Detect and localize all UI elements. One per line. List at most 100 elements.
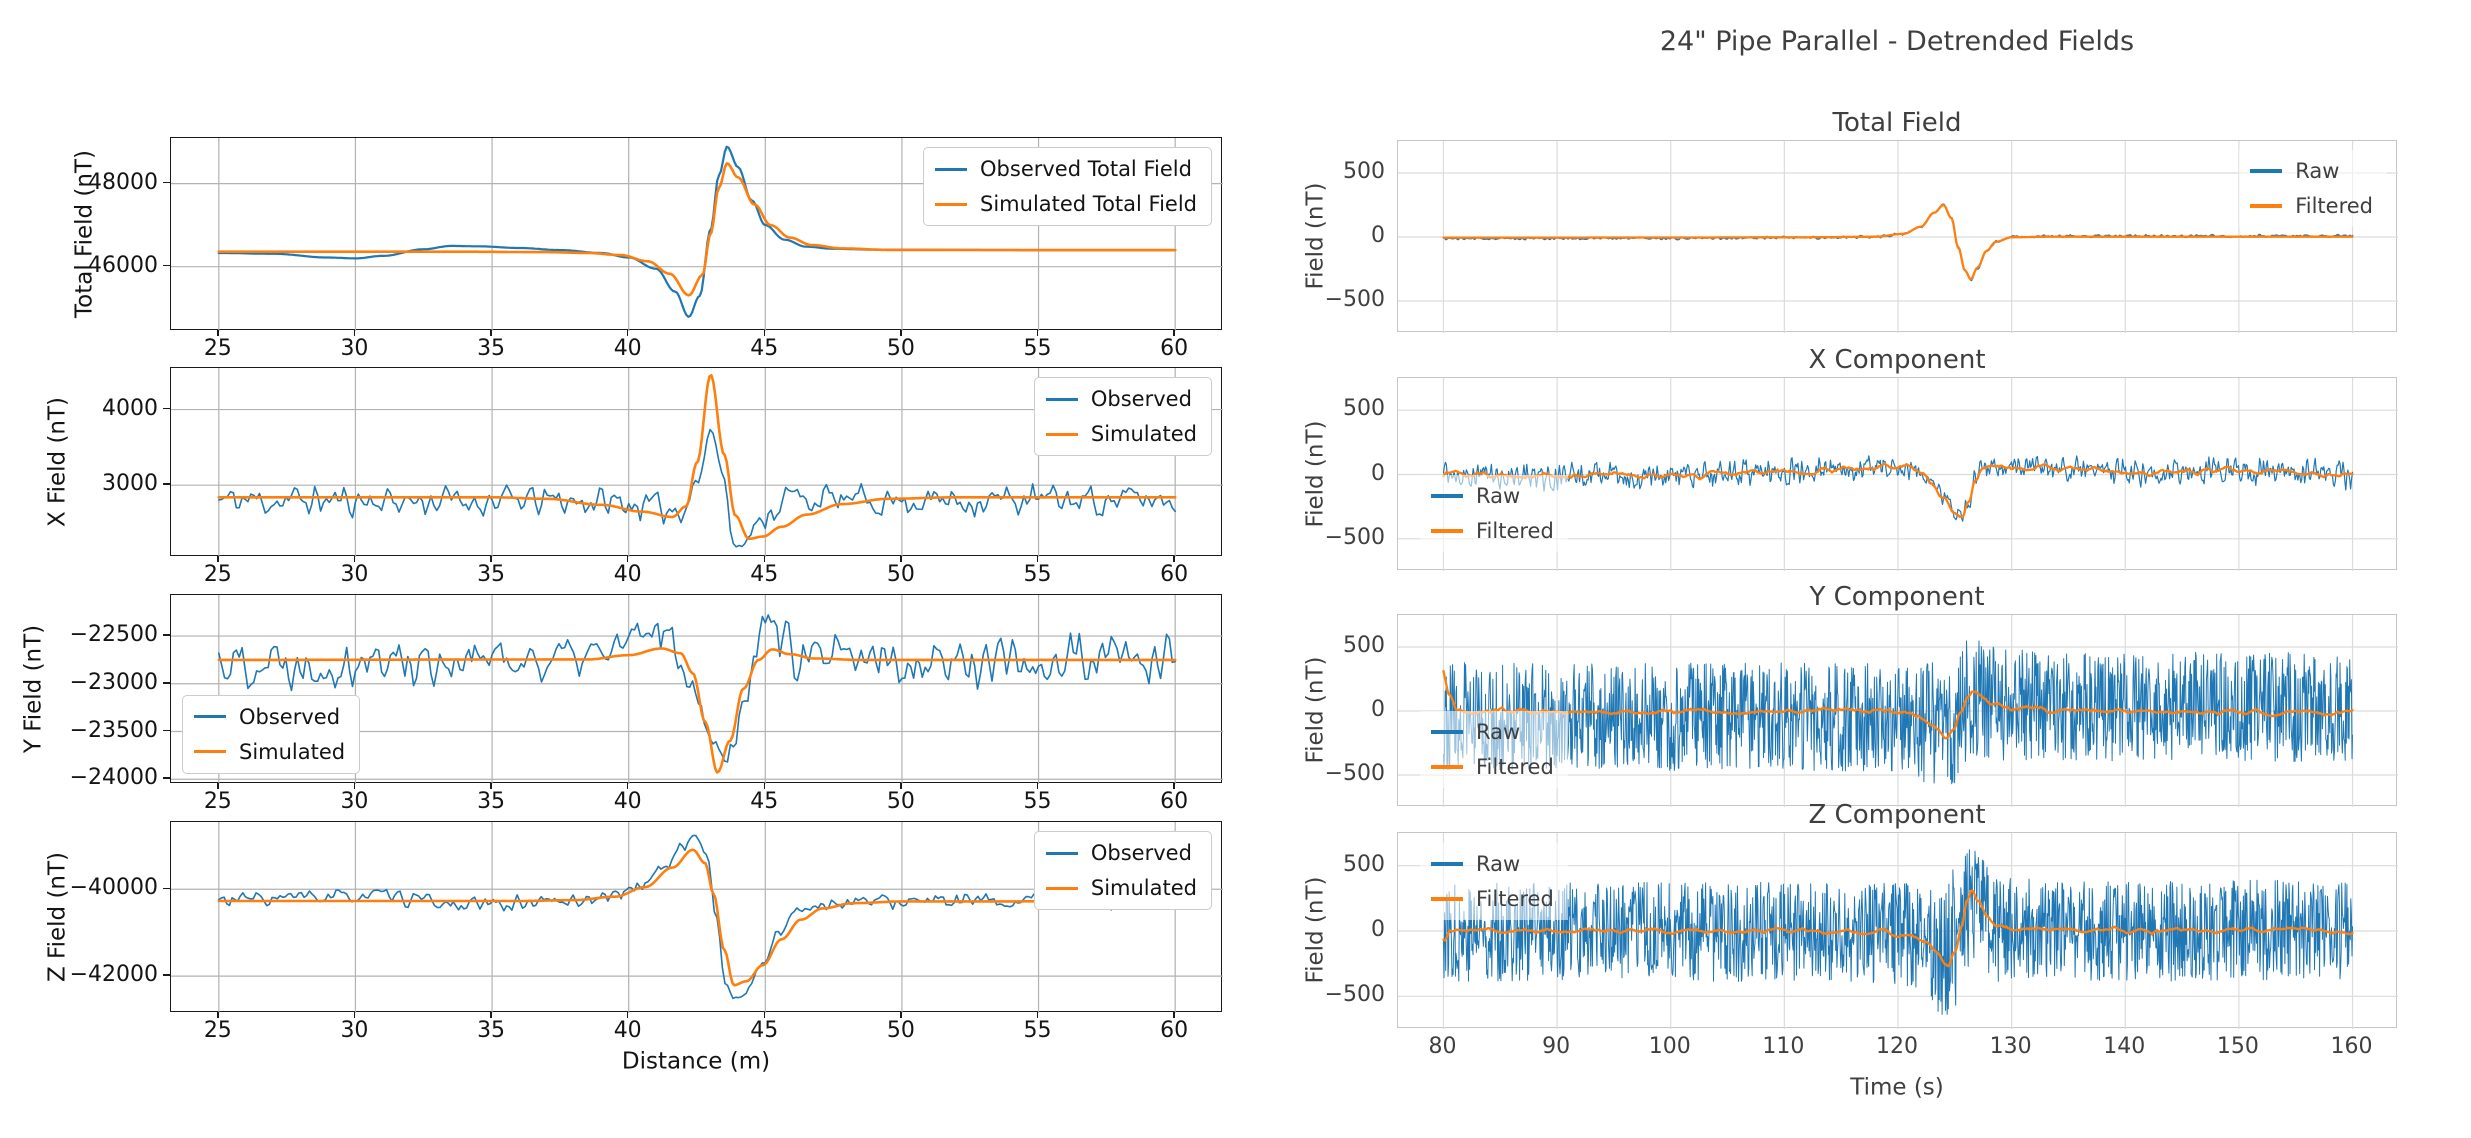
x-tick-label: 60 bbox=[1160, 336, 1189, 361]
x-tick-label: 30 bbox=[340, 336, 369, 361]
legend-item-label: Simulated bbox=[1090, 876, 1197, 901]
x-tick-mark bbox=[900, 330, 902, 336]
x-tick-mark bbox=[217, 556, 219, 562]
x-tick-label: 60 bbox=[1160, 1018, 1189, 1043]
y-tick-mark bbox=[163, 777, 170, 779]
raw-line-swatch-icon bbox=[1431, 494, 1463, 499]
x-tick-mark bbox=[763, 1012, 766, 1018]
legend-item-label: Observed bbox=[1090, 387, 1192, 411]
plot-area: Observed Simulated bbox=[170, 821, 1223, 1013]
y-tick-label: −500 bbox=[1324, 761, 1385, 786]
legend-item: Filtered bbox=[1431, 755, 1554, 779]
simulated-series-path bbox=[217, 647, 1177, 774]
x-tick-label: 30 bbox=[340, 562, 369, 587]
x-tick-mark bbox=[490, 1012, 492, 1018]
legend-item: Filtered bbox=[1431, 519, 1554, 543]
plot-canvas bbox=[1398, 833, 2398, 1029]
x-tick-label: 60 bbox=[1160, 789, 1189, 814]
subplot-title: Total Field bbox=[1832, 108, 1962, 138]
x-tick-label: 40 bbox=[613, 1018, 642, 1043]
legend-item: Observed Total Field bbox=[935, 157, 1197, 181]
x-tick-label: 120 bbox=[1876, 1034, 1918, 1059]
x-tick-label: 60 bbox=[1160, 562, 1189, 587]
x-tick-mark bbox=[490, 330, 492, 336]
filtered-line-swatch-icon bbox=[1045, 432, 1078, 436]
simulated-series-path bbox=[217, 848, 1177, 987]
legend-item: Simulated bbox=[1045, 876, 1197, 901]
filtered-line-swatch-icon bbox=[2250, 204, 2283, 209]
observed-series-path bbox=[218, 428, 1176, 548]
x-tick-label: 30 bbox=[340, 1018, 369, 1043]
observed-series-path bbox=[218, 614, 1176, 763]
y-tick-mark bbox=[163, 181, 170, 184]
raw-line-swatch-icon bbox=[1045, 397, 1078, 401]
legend-item-label: Filtered bbox=[2295, 194, 2373, 219]
axis-label-x: Time (s) bbox=[1850, 1074, 1944, 1101]
raw-series-path bbox=[1442, 455, 2354, 522]
x-tick-mark bbox=[353, 556, 356, 562]
legend: Observed Simulated bbox=[182, 694, 361, 774]
x-tick-label: 55 bbox=[1023, 789, 1052, 814]
x-tick-label: 150 bbox=[2216, 1034, 2259, 1059]
y-tick-label: 0 bbox=[1371, 223, 1385, 248]
y-tick-label: −500 bbox=[1324, 287, 1385, 312]
x-tick-mark bbox=[217, 330, 219, 336]
x-tick-mark bbox=[490, 556, 492, 562]
x-tick-mark bbox=[900, 556, 902, 562]
x-tick-label: 90 bbox=[1542, 1034, 1571, 1059]
legend-item: Raw bbox=[2250, 159, 2373, 183]
raw-line-swatch-icon bbox=[1431, 862, 1463, 867]
y-tick-label: 3000 bbox=[102, 471, 158, 497]
plot-area: Observed Simulated bbox=[170, 594, 1223, 784]
raw-line-swatch-icon bbox=[935, 167, 968, 171]
raw-line-swatch-icon bbox=[2250, 169, 2283, 174]
plot-area: Raw Filtered bbox=[1397, 614, 2398, 807]
x-tick-mark bbox=[490, 783, 492, 789]
plot-area: Raw Filtered bbox=[1397, 140, 2398, 333]
x-tick-label: 25 bbox=[203, 336, 232, 361]
x-tick-mark bbox=[1036, 783, 1039, 789]
x-tick-mark bbox=[626, 1012, 629, 1018]
y-tick-mark bbox=[163, 974, 170, 976]
x-tick-mark bbox=[900, 783, 902, 789]
x-tick-mark bbox=[1036, 330, 1039, 336]
filtered-series-path bbox=[1442, 203, 2354, 281]
y-tick-mark bbox=[163, 483, 170, 485]
raw-series-path bbox=[1443, 849, 2353, 1015]
y-tick-label: −24000 bbox=[69, 765, 158, 791]
x-tick-label: 25 bbox=[203, 562, 232, 587]
figure-title: 24" Pipe Parallel - Detrended Fields bbox=[1659, 26, 2135, 57]
x-tick-mark bbox=[217, 1012, 219, 1018]
x-tick-label: 160 bbox=[2330, 1034, 2373, 1059]
x-tick-label: 45 bbox=[750, 562, 779, 587]
x-tick-label: 40 bbox=[613, 336, 642, 361]
legend-item-label: Filtered bbox=[1476, 519, 1554, 544]
legend-item: Simulated Total Field bbox=[935, 192, 1197, 216]
legend-item-label: Raw bbox=[1476, 720, 1521, 744]
y-tick-label: −40000 bbox=[69, 875, 158, 901]
y-tick-mark bbox=[163, 264, 170, 267]
x-tick-label: 40 bbox=[613, 789, 642, 814]
x-tick-label: 35 bbox=[477, 562, 506, 587]
subplot-title: Y Component bbox=[1809, 582, 1985, 612]
plot-canvas bbox=[171, 138, 1223, 331]
x-tick-label: 50 bbox=[886, 336, 915, 361]
legend-item-label: Observed bbox=[1090, 841, 1192, 865]
x-tick-label: 50 bbox=[886, 562, 915, 587]
legend-item: Simulated bbox=[194, 740, 345, 764]
x-tick-label: 140 bbox=[2103, 1034, 2146, 1059]
simulated-series-path bbox=[217, 374, 1177, 541]
legend-item-label: Filtered bbox=[1476, 755, 1554, 780]
legend: Observed Simulated bbox=[1033, 377, 1212, 457]
x-tick-label: 110 bbox=[1762, 1034, 1805, 1059]
subplot-title: X Component bbox=[1808, 345, 1986, 375]
x-tick-mark bbox=[353, 783, 356, 789]
x-tick-mark bbox=[1173, 1012, 1175, 1018]
axis-label-x: Distance (m) bbox=[621, 1048, 771, 1075]
x-tick-mark bbox=[626, 556, 629, 562]
y-tick-label: 500 bbox=[1343, 159, 1385, 184]
y-tick-label: 48000 bbox=[88, 169, 158, 195]
y-tick-label: 46000 bbox=[88, 252, 158, 278]
x-tick-mark bbox=[626, 783, 629, 789]
